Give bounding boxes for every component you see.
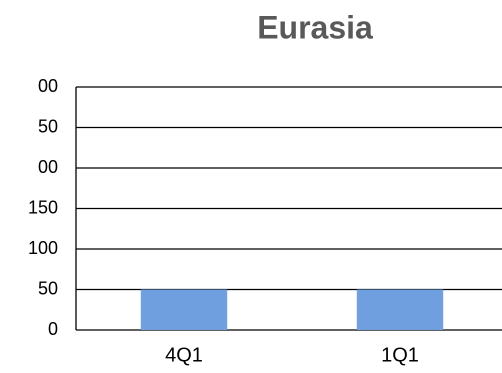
- x-tick-label: 1Q1: [381, 344, 419, 366]
- y-tick-label: 150: [28, 197, 58, 217]
- y-tick-label: 100: [28, 238, 58, 258]
- y-tick-label: 50: [38, 278, 58, 298]
- x-tick-label: 4Q1: [165, 344, 203, 366]
- y-tick-label: 00: [38, 76, 58, 96]
- chart-title: Eurasia: [257, 9, 373, 45]
- bar: [140, 289, 228, 330]
- y-tick-label: 00: [38, 157, 58, 177]
- y-tick-label: 50: [38, 116, 58, 136]
- bar: [356, 289, 444, 330]
- y-tick-label: 0: [48, 319, 58, 339]
